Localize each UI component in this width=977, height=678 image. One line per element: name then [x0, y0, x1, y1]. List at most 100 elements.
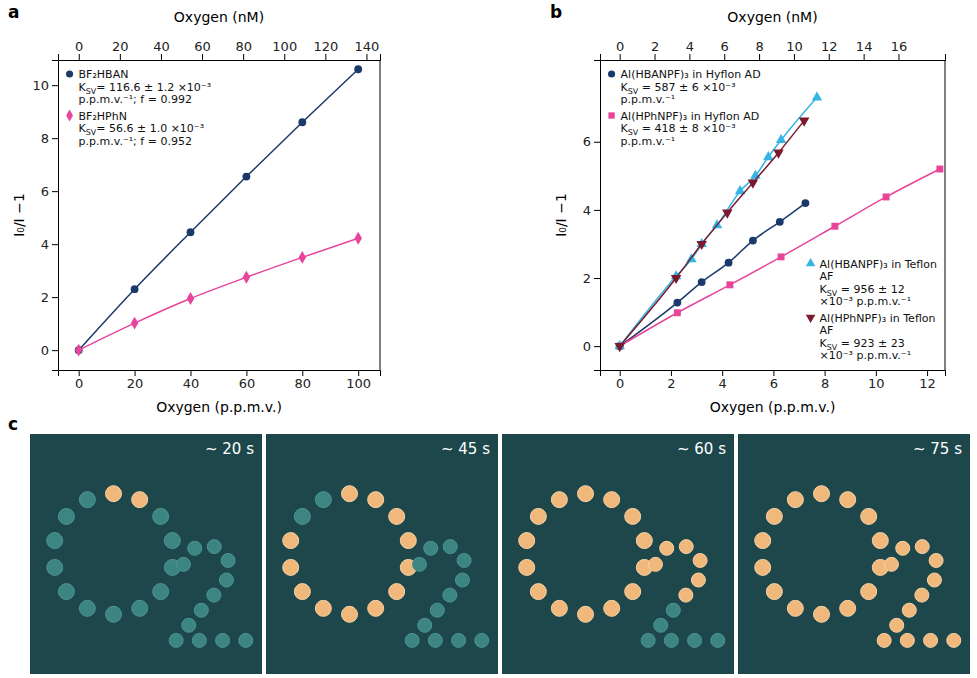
data-point	[131, 317, 138, 330]
tick: 100	[346, 370, 371, 391]
lit-spot	[814, 606, 830, 622]
tick-mark	[864, 54, 865, 60]
tick-mark	[52, 244, 58, 245]
series-line	[79, 69, 359, 350]
tick-mark	[594, 210, 600, 211]
tick-mark	[302, 370, 303, 376]
axis: 0246810	[32, 61, 58, 371]
spot	[475, 633, 489, 647]
data-point	[614, 343, 625, 352]
tick: 8	[755, 39, 763, 60]
legend-label: Al(HBANPF)₃ in Teflon	[820, 258, 937, 271]
tick: 8	[41, 131, 58, 146]
spot	[79, 492, 95, 508]
tick-label: 6	[770, 376, 778, 391]
tick-mark	[876, 370, 877, 376]
tick-label: 2	[41, 290, 49, 305]
lit-spot	[342, 606, 358, 622]
tick-label: 0	[616, 376, 624, 391]
panel-letter: a	[8, 2, 19, 22]
tick: 16	[891, 39, 908, 60]
tick-mark	[52, 350, 58, 351]
tick: 12	[821, 39, 838, 60]
lit-spot	[342, 486, 358, 502]
tick-label: 60	[194, 39, 211, 54]
legend-marker	[66, 110, 73, 122]
lit-spot	[679, 540, 693, 554]
spot	[430, 603, 444, 617]
lit-spot	[924, 633, 938, 647]
lit-spot	[877, 633, 891, 647]
data-point	[298, 118, 306, 126]
tick: 0	[75, 370, 83, 391]
lit-spot	[283, 559, 299, 575]
spot	[443, 540, 457, 554]
spot	[216, 633, 230, 647]
tick: 20	[127, 370, 144, 391]
spot	[239, 633, 253, 647]
tick: 120	[313, 39, 338, 60]
tick-label: 2	[651, 39, 659, 54]
axis: 020406080100	[59, 370, 381, 391]
tick-label: 140	[355, 39, 380, 54]
lit-spot	[648, 557, 662, 571]
data-point	[936, 166, 943, 173]
data-point	[354, 232, 361, 245]
spot	[176, 557, 190, 571]
tick: 20	[112, 39, 129, 60]
tick-mark	[52, 85, 58, 86]
panel-letter: c	[8, 414, 18, 434]
tick-mark	[243, 54, 244, 60]
lit-spot	[872, 533, 888, 549]
tick: 40	[153, 39, 170, 60]
spot	[79, 600, 95, 616]
tick: 10	[868, 370, 885, 391]
lit-spot	[861, 584, 877, 600]
lit-spot	[755, 559, 771, 575]
axis-title: Oxygen (nM)	[174, 9, 264, 25]
time-label: ~ 20 s	[205, 440, 254, 458]
lit-spot	[840, 600, 856, 616]
tick-label: 6	[721, 39, 729, 54]
panel-letter: b	[550, 2, 562, 22]
spot	[452, 633, 466, 647]
tick-label: 120	[313, 39, 338, 54]
spot	[418, 618, 432, 632]
data-point	[722, 210, 733, 219]
tick-label: 16	[891, 39, 908, 54]
lit-spot	[400, 533, 416, 549]
legend-label: AF	[820, 324, 834, 337]
lit-spot	[814, 486, 830, 502]
legend-label: ×10⁻³ p.p.m.v.⁻¹	[820, 295, 911, 308]
lit-spot	[389, 584, 405, 600]
tick-mark	[829, 54, 830, 60]
tick-mark	[773, 370, 774, 376]
tick-label: 80	[295, 376, 312, 391]
tick-label: 14	[856, 39, 873, 54]
spot	[455, 573, 469, 587]
axis-line	[594, 61, 601, 371]
spot	[443, 588, 457, 602]
lit-spot	[368, 600, 384, 616]
lit-spot	[106, 486, 122, 502]
lit-spot	[900, 633, 914, 647]
axis: 0246	[583, 61, 601, 371]
lit-spot	[578, 486, 594, 502]
tick-label: 2	[667, 376, 675, 391]
data-point	[354, 65, 362, 73]
legend-label: p.p.m.v.⁻¹; f = 0.992	[79, 93, 192, 106]
lit-spot	[884, 557, 898, 571]
tick-mark	[161, 54, 162, 60]
tick-mark	[284, 54, 285, 60]
legend-marker	[66, 70, 73, 77]
data-point	[674, 309, 681, 316]
tick-label: 100	[346, 376, 371, 391]
image-frame: ~ 45 s	[266, 434, 498, 674]
tick-mark	[52, 138, 58, 139]
spot	[412, 557, 426, 571]
tick: 6	[770, 370, 778, 391]
spot	[457, 553, 471, 567]
tick: 2	[667, 370, 675, 391]
axis: 0246810121416	[601, 39, 946, 61]
image-frame: ~ 20 s	[30, 434, 262, 674]
